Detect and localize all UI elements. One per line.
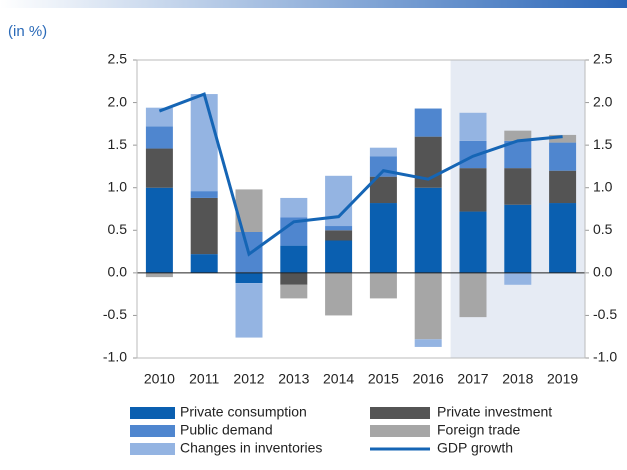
x-tick-label: 2016 [413, 371, 444, 387]
x-tick-label: 2012 [233, 371, 264, 387]
bar-segment [235, 283, 263, 338]
y2-tick-label: -1.0 [593, 349, 617, 365]
bar-segment [369, 147, 397, 157]
bar-segment [549, 142, 577, 171]
bar-segment [325, 230, 353, 241]
legend-swatch [130, 443, 175, 455]
legend-label: GDP growth [437, 440, 513, 456]
y-tick-label: 1.0 [108, 178, 128, 194]
x-tick-label: 2013 [278, 371, 309, 387]
plot-frame [136, 59, 586, 359]
x-tick-label: 2014 [323, 371, 354, 387]
bar-segment [414, 187, 442, 273]
bar-segment [280, 272, 308, 285]
y2-tick-label: -0.5 [593, 306, 617, 322]
subtitle: (in %) [8, 23, 47, 40]
y2-tick-label: 1.0 [593, 178, 613, 194]
legend-label: Public demand [180, 422, 273, 438]
bar-segment [459, 272, 487, 318]
y-tick-label: 2.0 [108, 93, 128, 109]
bar-segment [190, 191, 218, 198]
bar-segment [325, 272, 353, 316]
bar-segment [325, 226, 353, 231]
x-tick-label: 2017 [457, 371, 488, 387]
y-tick-label: 1.5 [108, 136, 128, 152]
bar-segment [549, 203, 577, 273]
bar-segment [145, 272, 173, 278]
y-tick-label: 0.5 [108, 221, 128, 237]
x-tick-label: 2018 [502, 371, 533, 387]
y-tick-label: -1.0 [103, 349, 127, 365]
bar-segment [280, 245, 308, 273]
bar-segment [459, 112, 487, 141]
y2-tick-label: 1.5 [593, 136, 613, 152]
x-tick-label: 2010 [144, 371, 175, 387]
bar-segment [325, 240, 353, 273]
bar-segment [414, 108, 442, 137]
bar-segment [459, 211, 487, 273]
legend-label: Changes in inventories [180, 440, 322, 456]
bar-segment [504, 272, 532, 285]
legend-swatch [130, 425, 175, 437]
y-tick-label: 0.0 [108, 264, 128, 280]
bar-segment [504, 168, 532, 205]
y2-tick-label: 0.0 [593, 264, 613, 280]
bar-segment [504, 130, 532, 141]
bar-segment [369, 203, 397, 273]
legend-label: Private consumption [180, 404, 307, 420]
y-tick-label: -0.5 [103, 306, 127, 322]
legend-label: Foreign trade [437, 422, 520, 438]
x-tick-label: 2015 [368, 371, 399, 387]
x-tick-label: 2011 [189, 371, 219, 387]
gdp-line [158, 92, 563, 257]
y2-tick-label: 2.5 [593, 51, 613, 67]
bar-segment [549, 170, 577, 204]
bar-segment [145, 148, 173, 188]
bar-segment [145, 107, 173, 127]
bar-segment [145, 187, 173, 273]
bar-segment [459, 168, 487, 212]
header-strip [0, 0, 627, 8]
legend-swatch [370, 407, 430, 419]
legend-label: Private investment [437, 404, 552, 420]
bar-segment [280, 284, 308, 299]
bar-segment [190, 197, 218, 255]
bar-segment [414, 272, 442, 340]
legend-swatch [130, 407, 175, 419]
bar-segment [235, 272, 263, 284]
y-tick-label: 2.5 [108, 51, 128, 67]
bar-segment [414, 339, 442, 347]
y2-tick-label: 0.5 [593, 221, 613, 237]
bar-segment [369, 272, 397, 299]
bar-segment [190, 254, 218, 273]
bar-segment [190, 94, 218, 192]
x-tick-label: 2019 [547, 371, 578, 387]
bar-segment [145, 126, 173, 149]
bar-segment [280, 197, 308, 218]
y2-tick-label: 2.0 [593, 93, 613, 109]
bar-segment [549, 134, 577, 143]
bar-segment [504, 204, 532, 273]
legend-swatch [370, 425, 430, 437]
